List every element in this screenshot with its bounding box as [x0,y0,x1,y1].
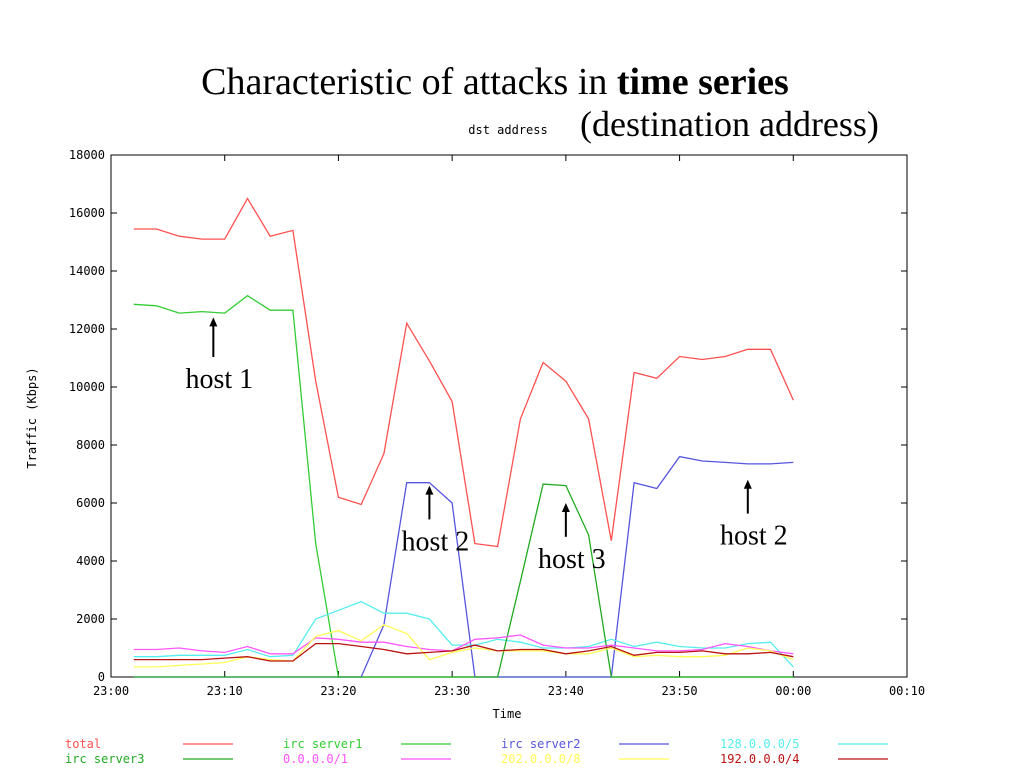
annotation-arrow-head [743,479,752,489]
slide-title: Characteristic of attacks in time series [0,60,990,104]
y-tick-label: 2000 [76,612,105,626]
series-line-total [133,197,794,548]
legend-label: total [65,737,101,751]
x-tick-label: 23:40 [548,684,584,698]
slide-subtitle: (destination address) [580,104,879,144]
legend-label: 192.0.0.0/4 [720,752,799,766]
annotation-layer: host 1 host 2 host 3 host 2 [185,317,788,575]
y-tick-label: 6000 [76,496,105,510]
x-axis-label: Time [493,707,522,721]
legend-label: 128.0.0.0/5 [720,737,799,751]
y-axis-label: Traffic (Kbps) [25,367,39,468]
chart-title: dst address [468,123,547,137]
annotation-arrow-head [561,503,570,512]
x-tick-label: 23:10 [207,684,243,698]
legend-label: irc server3 [65,752,144,766]
y-tick-label: 10000 [69,380,105,394]
x-tick-label: 00:10 [889,684,925,698]
series-layer [133,197,794,678]
chart-axes: 0 2000 4000 6000 8000 10000 12000 14000 16000 180… [69,148,925,698]
annotation-label: host 1 [185,364,253,395]
x-tick-label: 23:20 [320,684,356,698]
x-tick-label: 23:50 [662,684,698,698]
legend: total irc server1 irc server2 128.0.0.0/5 ir… [65,737,888,766]
y-tick-label: 12000 [69,322,105,336]
legend-label: irc server1 [283,737,362,751]
y-tick-label: 18000 [69,148,105,162]
slide-title-bold: time series [616,61,789,103]
series-line-irc-server1 [133,294,794,678]
legend-label: 0.0.0.0/1 [283,752,348,766]
annotation-arrow-head [425,485,434,495]
plot-frame [110,154,908,678]
x-tick-label: 23:00 [93,684,129,698]
legend-label: irc server2 [501,737,580,751]
series-line-202-0-0-0-8 [133,624,794,668]
x-tick-label: 00:00 [775,684,811,698]
y-tick-label: 0 [98,670,105,684]
series-line-irc-server2 [133,455,794,678]
annotation-label: host 2 [402,526,470,557]
series-line-0-0-0-0-1 [133,634,794,655]
series-line-192-0-0-0-4 [133,642,794,662]
x-tick-label: 23:30 [434,684,470,698]
annotation-label: host 2 [720,521,788,552]
y-tick-label: 16000 [69,206,105,220]
series-line-irc-server3 [133,483,794,678]
annotation-arrow-head [209,317,218,327]
y-tick-label: 8000 [76,438,105,452]
y-tick-label: 14000 [69,264,105,278]
y-tick-label: 4000 [76,554,105,568]
legend-label: 202.0.0.0/8 [501,752,580,766]
annotation-label: host 3 [538,544,606,575]
slide-title-plain: Characteristic of attacks in [201,61,617,103]
